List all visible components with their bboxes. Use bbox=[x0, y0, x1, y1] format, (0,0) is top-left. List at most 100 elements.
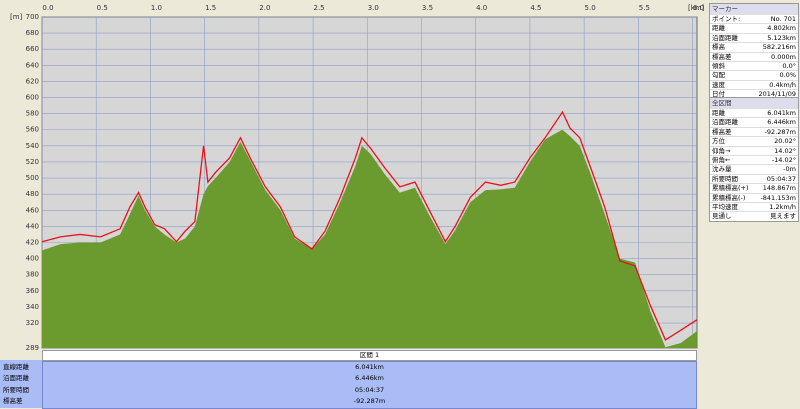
info-label: 日付 bbox=[712, 90, 725, 99]
info-label: 沿面距離 bbox=[712, 33, 738, 42]
y-tick-label: 380 bbox=[26, 271, 39, 279]
section-row: 直線距離 6.041km bbox=[3, 362, 696, 373]
info-row: 仰角→ 14.02° bbox=[710, 145, 798, 155]
info-value: 6.446km bbox=[767, 118, 796, 127]
info-label: 累積標高(-) bbox=[712, 193, 746, 202]
y-tick-label: 520 bbox=[26, 158, 39, 166]
info-value: No. 701 bbox=[770, 15, 796, 23]
info-row: 沿面距離 6.446km bbox=[710, 117, 798, 126]
info-label: 仰角→ bbox=[712, 146, 731, 155]
info-label: 沿面距離 bbox=[712, 118, 738, 127]
x-tick-label: 3.5 bbox=[422, 4, 433, 12]
info-value: -14.02° bbox=[771, 155, 796, 164]
info-row: 累積標高(-) -841.153m bbox=[710, 192, 798, 202]
info-label: 平均速度 bbox=[712, 202, 738, 211]
info-value: 5.123km bbox=[767, 33, 796, 42]
info-row: 勾配 0.0% bbox=[710, 70, 798, 79]
y-tick-label: 340 bbox=[26, 303, 39, 311]
info-row: 俯角← -14.02° bbox=[710, 154, 798, 164]
info-row: 方位 20.02° bbox=[710, 136, 798, 145]
x-tick-label: 0.5 bbox=[97, 4, 108, 12]
info-value: 0.0% bbox=[779, 71, 796, 80]
elevation-area bbox=[42, 129, 697, 348]
x-tick-label: 1.5 bbox=[205, 4, 216, 12]
info-value: 582.216m bbox=[762, 43, 796, 52]
x-tick-label: 0.0 bbox=[42, 4, 53, 12]
elevation-line bbox=[41, 110, 698, 341]
x-unit: [km] bbox=[688, 4, 705, 12]
x-tick-label: 5.5 bbox=[639, 4, 650, 12]
info-value: 20.02° bbox=[774, 137, 796, 146]
y-tick-label: 480 bbox=[26, 190, 39, 198]
info-row: 沿面距離 5.123km bbox=[710, 32, 798, 42]
info-label: 標高 bbox=[712, 43, 725, 52]
x-tick-label: 2.0 bbox=[259, 4, 270, 12]
footer-labels bbox=[0, 360, 42, 408]
y-tick-label: 700 bbox=[26, 13, 39, 21]
y-unit: [m] bbox=[10, 13, 23, 21]
info-row: 標高差 -92.287m bbox=[710, 126, 798, 136]
section-footer: 区間 1 直線距離 6.041km 沿面距離 6.446km 所要時間 05:04:37 標高… bbox=[3, 350, 697, 409]
info-row: 所要時間 05:04:37 bbox=[710, 173, 798, 183]
y-tick-label: 320 bbox=[26, 319, 39, 327]
y-tick-label: 420 bbox=[26, 238, 39, 246]
y-tick-label: 680 bbox=[26, 29, 39, 37]
info-label: 標高差 bbox=[712, 127, 732, 136]
info-value: 0.000m bbox=[771, 52, 796, 61]
y-tick-label: 440 bbox=[26, 222, 39, 230]
info-label: ポイント: bbox=[712, 15, 741, 23]
panel-title: 全区間 bbox=[710, 98, 798, 108]
y-tick-label: 620 bbox=[26, 77, 39, 85]
info-row: 標高 582.216m bbox=[710, 42, 798, 51]
section-value: -92.287m bbox=[353, 396, 386, 405]
info-value: 148.867m bbox=[762, 184, 796, 193]
info-label: 累積標高(+) bbox=[712, 184, 749, 193]
x-tick-label: 3.0 bbox=[368, 4, 379, 12]
info-label: 勾配 bbox=[712, 71, 725, 80]
y-tick-label: 600 bbox=[26, 94, 39, 102]
info-row: 日付 2014/11/09 bbox=[710, 89, 798, 98]
panel-title: マーカー bbox=[710, 4, 798, 14]
info-value: 見えます bbox=[770, 212, 796, 221]
section-label: 標高差 bbox=[3, 396, 23, 405]
y-tick-label: 500 bbox=[26, 174, 39, 182]
y-tick-label: 560 bbox=[26, 126, 39, 134]
info-value: 0.0° bbox=[782, 61, 796, 70]
info-label: 俯角← bbox=[712, 155, 731, 164]
info-label: 速度 bbox=[712, 80, 725, 89]
info-row: 平均速度 1.2km/h bbox=[710, 201, 798, 211]
y-tick-label: 660 bbox=[26, 45, 39, 53]
info-row: 距離 6.041km bbox=[710, 108, 798, 117]
info-value: -92.287m bbox=[764, 127, 796, 136]
section-value: 6.446km bbox=[355, 374, 384, 383]
info-label: 傾斜 bbox=[712, 61, 725, 70]
profile-chart: [m] [km] 700 680 660 640 620 600 580 560 540 520 5… bbox=[10, 4, 705, 350]
info-value: 1.2km/h bbox=[769, 202, 796, 211]
info-value: 14.02° bbox=[774, 146, 796, 155]
section-label: 直線距離 bbox=[3, 363, 29, 371]
section-row: 標高差 -92.287m bbox=[3, 396, 696, 407]
info-label: 見通し bbox=[712, 212, 732, 221]
x-tick-label: 4.5 bbox=[530, 4, 541, 12]
section-box: 直線距離 6.041km 沿面距離 6.446km 所要時間 05:04:37 標高差 -92… bbox=[3, 361, 697, 409]
info-row: 標高差 0.000m bbox=[710, 51, 798, 61]
info-label: 標高差 bbox=[712, 52, 732, 61]
section-label: 所要時間 bbox=[3, 385, 29, 394]
info-value: 05:04:37 bbox=[766, 174, 796, 183]
y-tick-label: 289 bbox=[26, 344, 39, 350]
section-panel: 全区間 距離 6.041km 沿面距離 6.446km 標高差 -92.287m 方位 20.0… bbox=[709, 97, 799, 222]
section-value: 6.041km bbox=[355, 363, 384, 371]
info-value: 4.802km bbox=[767, 24, 796, 33]
info-row: 距離 4.802km bbox=[710, 23, 798, 32]
info-row: 速度 0.4km/h bbox=[710, 79, 798, 89]
section-row: 所要時間 05:04:37 bbox=[3, 385, 696, 396]
y-tick-label: 400 bbox=[26, 255, 39, 263]
info-value: 6.041km bbox=[767, 109, 796, 117]
info-row: 累積標高(+) 148.867m bbox=[710, 183, 798, 192]
info-row: 見通し 見えます bbox=[710, 211, 798, 220]
x-tick-label: 2.5 bbox=[313, 4, 324, 12]
section-value: 05:04:37 bbox=[354, 385, 385, 394]
section-label: 沿面距離 bbox=[3, 374, 29, 383]
y-tick-label: 640 bbox=[26, 61, 39, 69]
